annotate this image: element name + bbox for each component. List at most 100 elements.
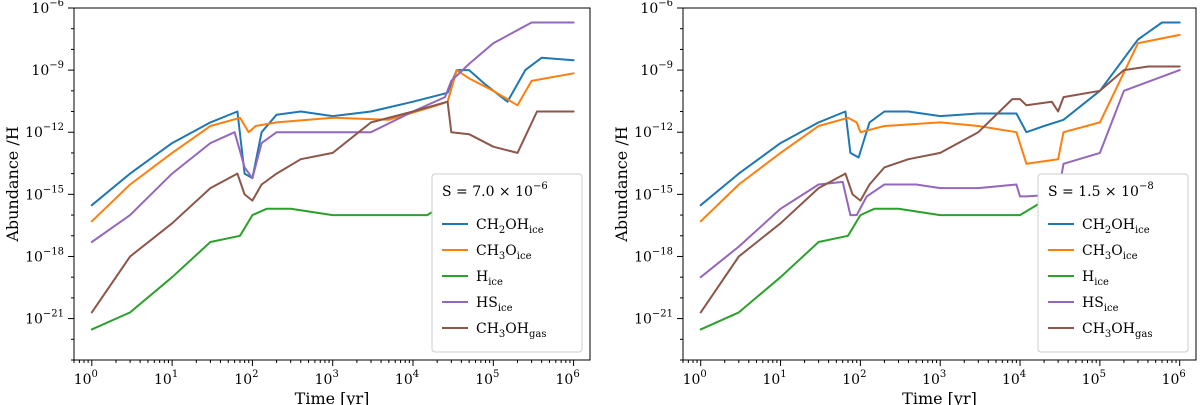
x-tick-label: 106 [556,369,580,388]
y-tick-exponent: −15 [43,184,64,195]
x-tick-base: 10 [74,372,92,388]
x-tick-base: 10 [475,372,493,388]
y-tick-label: 10−6 [640,0,673,17]
series-line-CH3OHgas [699,65,1181,314]
legend-base: H [1082,269,1094,285]
series-line-CH3OHgas [90,100,575,314]
legend-sub1: 2 [499,225,505,236]
legend-sub1: 2 [1105,225,1111,236]
y-tick-label: 10−18 [25,246,64,265]
y-tick-base: 10 [31,1,49,17]
series-line-HSice [90,21,575,243]
legend-base: HS [1082,295,1104,311]
x-tick-exponent: 4 [1020,369,1026,380]
y-tick-exponent: −6 [49,0,64,9]
series-line-CH3Oice [699,33,1181,223]
y-tick-label: 10−18 [634,246,673,265]
legend-entry-CH3OHgas: CH3OHgas [1082,321,1152,340]
y-tick-exponent: −9 [49,60,64,71]
x-tick-exponent: 6 [1179,369,1185,380]
x-tick-label: 106 [1162,369,1186,388]
series-line-CH2OHice [699,21,1181,207]
y-tick-base: 10 [25,187,43,203]
x-tick-exponent: 0 [92,369,98,380]
y-axis-label: Abundance /H [612,126,631,242]
x-tick-exponent: 0 [700,369,706,380]
legend-base: CH [476,321,499,337]
x-tick-exponent: 2 [860,369,866,380]
legend-sub1: 3 [1105,251,1111,262]
legend-entry-CH3Oice: CH3Oice [1082,243,1138,262]
legend-sub1: 3 [499,329,505,340]
annotation-exponent: −6 [533,181,548,192]
y-tick-exponent: −12 [652,122,673,133]
legend-sub1: 3 [499,251,505,262]
y-tick-base: 10 [25,249,43,265]
plot-frame [73,7,591,361]
x-axis-label: Time [yr] [902,389,977,405]
x-tick-base: 10 [556,372,574,388]
chart-panel-left: 100 101 102 103 104 105 10610−2110−1810−1510−1… [3,0,591,405]
y-tick-label: 10−6 [31,0,64,17]
legend-sub2: ice [488,277,503,288]
y-tick-label: 10−12 [25,122,64,141]
legend-entry-CH2OHice: CH2OHice [1082,217,1150,236]
legend-annotation: S = 1.5 × 10−8 [1048,181,1154,200]
legend-entry-Hice: Hice [476,269,503,288]
legend-entry-Hice: Hice [1082,269,1109,288]
x-tick-label: 103 [922,369,946,388]
y-tick-label: 10−21 [25,309,64,328]
x-tick-base: 10 [1082,372,1100,388]
legend-sub2: ice [498,303,513,314]
legend-sub2: ice [1123,251,1138,262]
x-axis-label: Time [yr] [295,389,370,405]
y-tick-exponent: −21 [652,309,673,320]
legend-box [431,173,583,353]
y-tick-base: 10 [31,63,49,79]
legend-base: CH [476,217,499,233]
legend-mid: OH [505,321,529,337]
x-tick-base: 10 [842,372,860,388]
x-tick-exponent: 4 [413,369,419,380]
x-tick-label: 104 [1002,369,1026,388]
x-tick-label: 102 [842,369,866,388]
y-tick-label: 10−12 [634,122,673,141]
x-tick-exponent: 2 [252,369,258,380]
y-tick-exponent: −6 [658,0,673,9]
x-tick-base: 10 [1002,372,1020,388]
y-tick-label: 10−9 [640,60,673,79]
x-tick-label: 101 [154,369,178,388]
y-tick-base: 10 [25,125,43,141]
legend-sub2: ice [1094,277,1109,288]
legend-entry-CH3OHgas: CH3OHgas [476,321,546,340]
x-tick-exponent: 1 [172,369,178,380]
y-tick-label: 10−15 [634,184,673,203]
legend-base: HS [476,295,498,311]
series-line-CH3Oice [90,69,575,223]
y-tick-exponent: −9 [658,60,673,71]
annotation-base: S = 1.5 × 10 [1048,184,1139,200]
x-tick-base: 10 [315,372,333,388]
x-tick-base: 10 [922,372,940,388]
y-tick-label: 10−21 [634,309,673,328]
y-tick-base: 10 [634,187,652,203]
y-tick-exponent: −18 [652,246,673,257]
y-tick-base: 10 [634,312,652,328]
x-tick-label: 105 [475,369,499,388]
legend-entry-CH3Oice: CH3Oice [476,243,532,262]
x-tick-label: 100 [683,369,707,388]
y-tick-base: 10 [25,312,43,328]
legend-base: CH [1082,321,1105,337]
legend-mid: OH [1111,321,1135,337]
legend-sub2: gas [529,329,547,340]
x-tick-exponent: 5 [493,369,499,380]
legend-mid: OH [505,217,529,233]
legend-sub2: ice [529,225,544,236]
legend-base: H [476,269,488,285]
legend-annotation: S = 7.0 × 10−6 [442,181,548,200]
chart-panel-right: 100 101 102 103 104 105 10610−2110−1810−1510−1… [612,0,1197,405]
legend-entry-HSice: HSice [1082,295,1119,314]
y-tick-base: 10 [640,63,658,79]
legend-base: CH [476,243,499,259]
x-tick-exponent: 5 [1100,369,1106,380]
